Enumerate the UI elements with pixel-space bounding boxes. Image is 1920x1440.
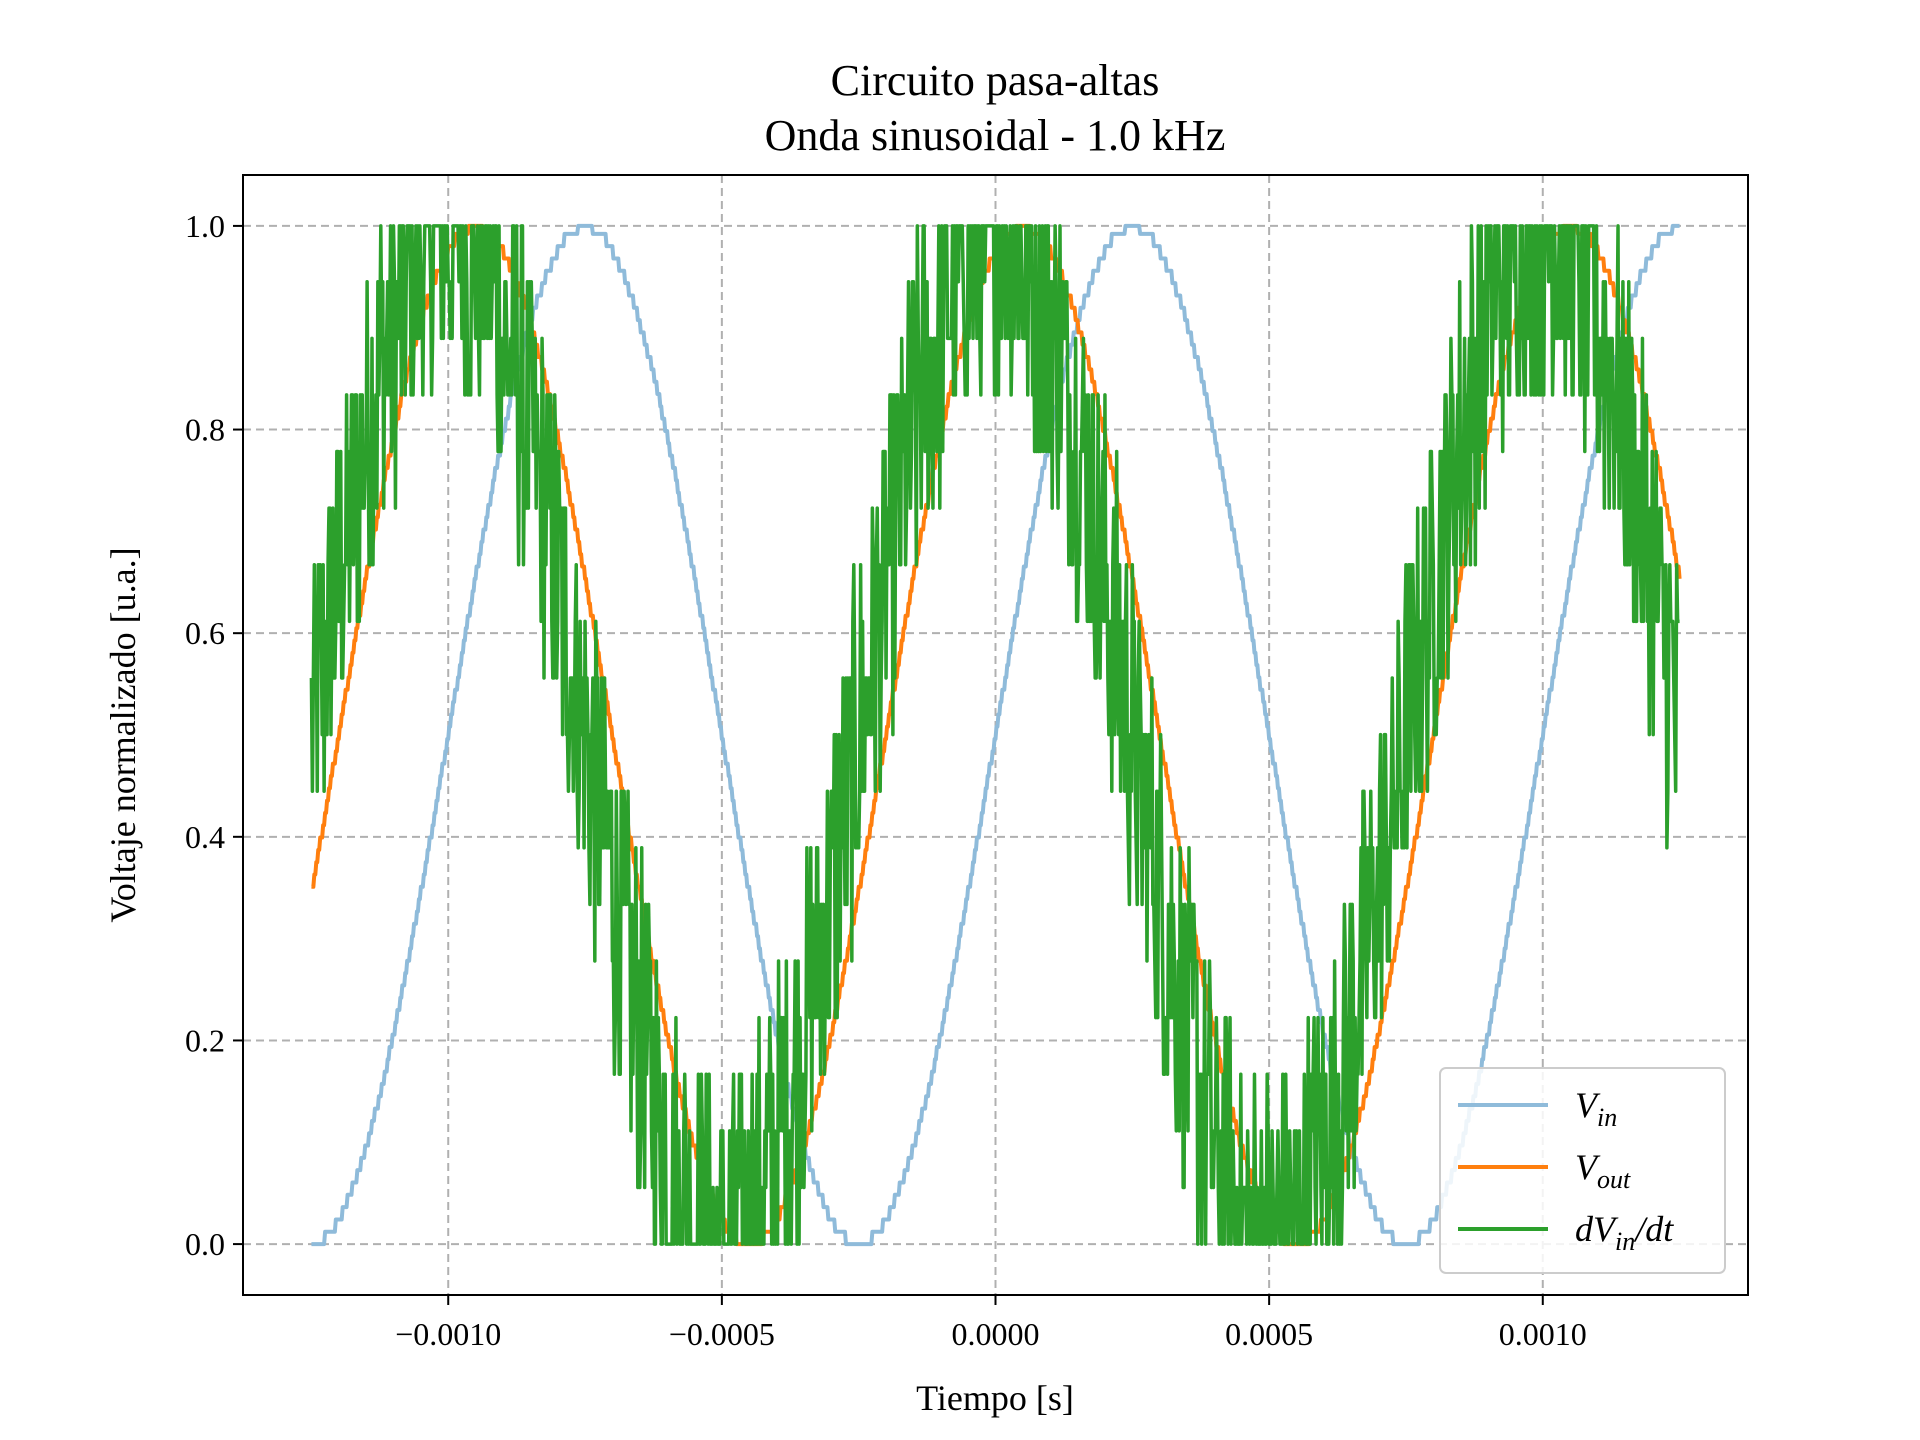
- y-axis-ticks: 0.0 0.2 0.4 0.6 0.8 1.0: [185, 208, 243, 1262]
- x-tick-label: 0.0005: [1225, 1316, 1313, 1352]
- chart-title-line-1: Circuito pasa-altas: [831, 56, 1160, 105]
- x-tick-label: 0.0010: [1499, 1316, 1587, 1352]
- legend: Vin Vout dVin/dt: [1439, 1067, 1726, 1274]
- x-tick-label: 0.0000: [952, 1316, 1040, 1352]
- legend-label: Vout: [1575, 1147, 1631, 1194]
- x-axis-label: Tiempo [s]: [916, 1378, 1074, 1418]
- series-line-dv-in-dt: [309, 224, 1681, 1246]
- x-axis-ticks: −0.0010 −0.0005 0.0000 0.0005 0.0010: [395, 1295, 1587, 1352]
- y-tick-label: 0.8: [185, 412, 225, 448]
- chart-title-line-2: Onda sinusoidal - 1.0 kHz: [765, 111, 1226, 160]
- y-tick-label: 0.2: [185, 1022, 225, 1058]
- x-tick-label: −0.0005: [669, 1316, 775, 1352]
- y-axis-label: Voltaje normalizado [u.a.]: [103, 547, 143, 922]
- legend-label: Vin: [1575, 1085, 1617, 1132]
- legend-box: [1439, 1067, 1726, 1274]
- y-tick-label: 1.0: [185, 208, 225, 244]
- x-tick-label: −0.0010: [395, 1316, 501, 1352]
- y-tick-label: 0.6: [185, 615, 225, 651]
- y-tick-label: 0.0: [185, 1226, 225, 1262]
- legend-label: dVin/dt: [1575, 1209, 1674, 1256]
- y-tick-label: 0.4: [185, 819, 225, 855]
